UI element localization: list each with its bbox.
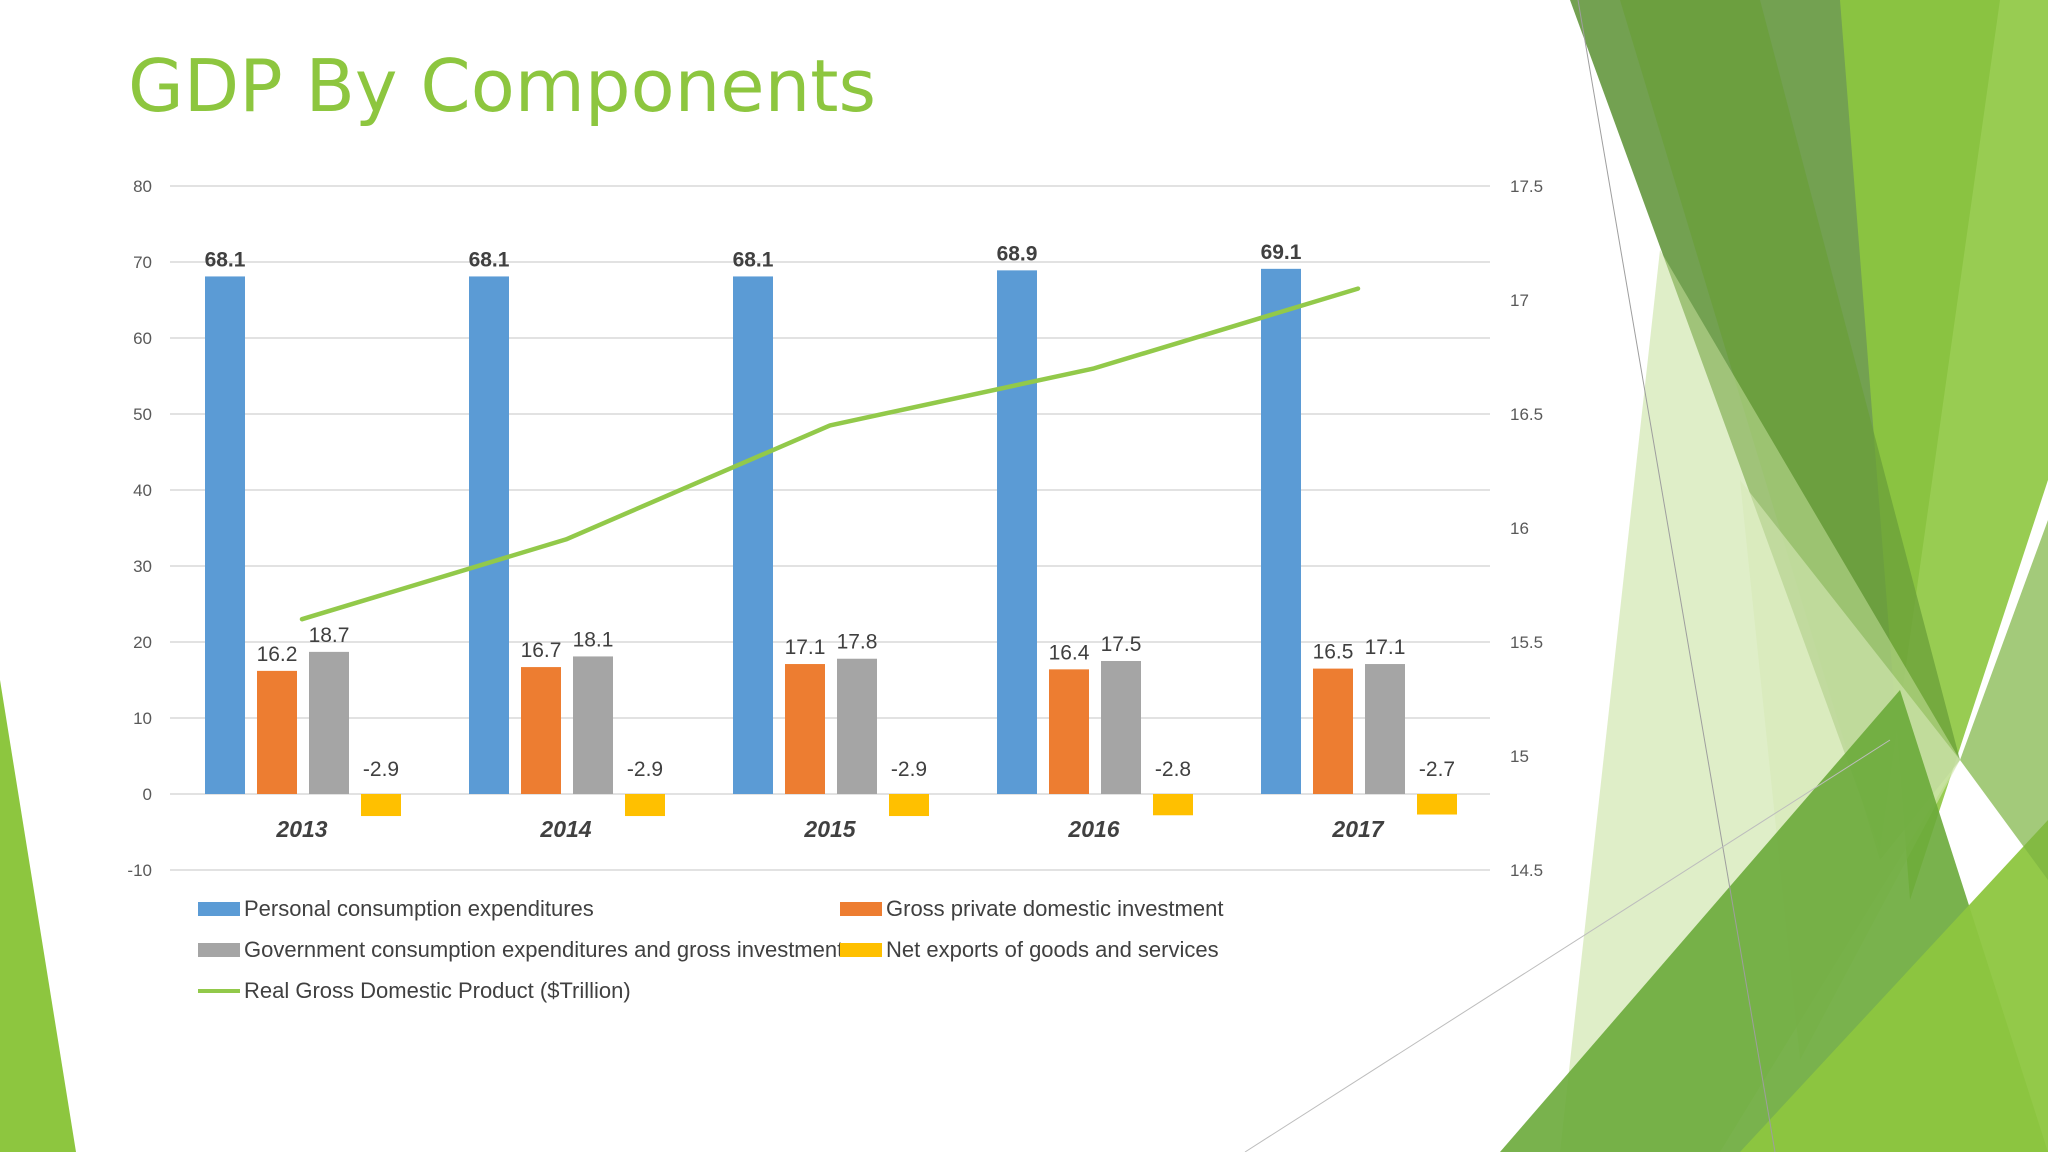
data-label: 16.5	[1313, 641, 1354, 664]
bar-3-2017	[1365, 664, 1405, 794]
bar-3-2013	[309, 651, 349, 794]
data-label: 17.8	[837, 631, 878, 654]
bar-2-2014	[521, 667, 561, 794]
legend-label-net-exports: Net exports of goods and services	[886, 937, 1219, 962]
bar-1-2014	[469, 276, 509, 794]
data-label: 17.1	[785, 636, 826, 659]
bar-4-2014	[625, 794, 665, 817]
right-edge-green	[1960, 520, 2048, 880]
x-category-label: 2016	[1067, 816, 1119, 842]
bar-4-2017	[1417, 794, 1457, 815]
legend-label-personal: Personal consumption expenditures	[244, 896, 594, 921]
bar-2-2015	[785, 664, 825, 794]
y-tick-label-primary: 50	[133, 405, 152, 424]
y-tick-label-secondary: 17.5	[1510, 177, 1543, 196]
y-tick-label-secondary: 17	[1510, 291, 1529, 310]
legend-label-investment: Gross private domestic investment	[886, 896, 1224, 921]
legend-item-real-gdp: Real Gross Domestic Product ($Trillion)	[198, 978, 631, 1004]
data-label: 17.1	[1365, 636, 1406, 659]
data-label: -2.7	[1419, 758, 1455, 781]
thin-diagonal-line-1	[1577, 0, 1776, 1152]
data-label: 17.5	[1101, 633, 1142, 656]
y-tick-label-primary: 0	[143, 785, 152, 804]
right-light-green-band	[1840, 0, 2048, 900]
y-tick-label-primary: 70	[133, 253, 152, 272]
y-tick-label-primary: 30	[133, 557, 152, 576]
chart-legend: Personal consumption expenditures Gross …	[198, 896, 1298, 1036]
legend-item-personal-consumption: Personal consumption expenditures	[198, 896, 594, 922]
data-label: 18.7	[309, 624, 350, 647]
thin-diagonal-line-2	[1244, 739, 1891, 1152]
legend-swatch-investment	[840, 902, 882, 916]
bar-3-2015	[837, 658, 877, 794]
data-label: -2.9	[891, 758, 927, 781]
y-tick-label-primary: 20	[133, 633, 152, 652]
y-tick-label-primary: 40	[133, 481, 152, 500]
legend-item-net-exports: Net exports of goods and services	[840, 937, 1219, 963]
y-tick-label-secondary: 16	[1510, 519, 1529, 538]
legend-label-government: Government consumption expenditures and …	[244, 937, 844, 962]
bottom-right-bright-triangle	[1740, 820, 2048, 1152]
x-category-label: 2013	[275, 816, 327, 842]
bar-4-2015	[889, 794, 929, 817]
legend-line-real-gdp	[198, 989, 240, 993]
data-label: 68.1	[733, 248, 774, 271]
legend-swatch-government	[198, 943, 240, 957]
y-tick-label-secondary: 15	[1510, 747, 1529, 766]
x-category-label: 2015	[803, 816, 856, 842]
bar-4-2016	[1153, 794, 1193, 816]
data-label: 69.1	[1261, 241, 1302, 264]
x-category-label: 2014	[539, 816, 591, 842]
legend-swatch-personal	[198, 902, 240, 916]
data-label: 16.7	[521, 639, 562, 662]
y-tick-label-secondary: 16.5	[1510, 405, 1543, 424]
legend-item-government: Government consumption expenditures and …	[198, 937, 843, 963]
bar-2-2013	[257, 670, 297, 794]
legend-swatch-net-exports	[840, 943, 882, 957]
y-tick-label-secondary: 15.5	[1510, 633, 1543, 652]
y-tick-label-primary: -10	[127, 861, 152, 880]
data-label: -2.8	[1155, 758, 1191, 781]
legend-item-private-investment: Gross private domestic investment	[840, 896, 1223, 922]
bar-1-2013	[205, 276, 245, 794]
x-category-label: 2017	[1331, 816, 1384, 842]
data-label: 16.2	[257, 643, 298, 666]
data-label: 16.4	[1049, 641, 1090, 664]
y-tick-label-primary: 80	[133, 177, 152, 196]
y-tick-label-primary: 60	[133, 329, 152, 348]
bar-2-2016	[1049, 669, 1089, 794]
right-pale-green-triangle	[1560, 250, 1960, 1152]
bar-3-2014	[573, 656, 613, 794]
data-label: 18.1	[573, 628, 614, 651]
left-green-sliver	[0, 680, 76, 1152]
data-label: 68.9	[997, 242, 1038, 265]
bar-3-2016	[1101, 661, 1141, 794]
slide-title: GDP By Components	[128, 44, 876, 128]
y-tick-label-secondary: 14.5	[1510, 861, 1543, 880]
bar-4-2013	[361, 794, 401, 817]
data-label: -2.9	[627, 758, 663, 781]
bar-1-2015	[733, 276, 773, 794]
data-label: -2.9	[363, 758, 399, 781]
legend-label-real-gdp: Real Gross Domestic Product ($Trillion)	[244, 978, 631, 1003]
bar-2-2017	[1313, 668, 1353, 794]
line-real-gdp	[299, 286, 1361, 622]
data-label: 68.1	[469, 248, 510, 271]
y-tick-label-primary: 10	[133, 709, 152, 728]
bar-1-2017	[1261, 268, 1301, 795]
data-label: 68.1	[205, 248, 246, 271]
bar-1-2016	[997, 270, 1037, 794]
